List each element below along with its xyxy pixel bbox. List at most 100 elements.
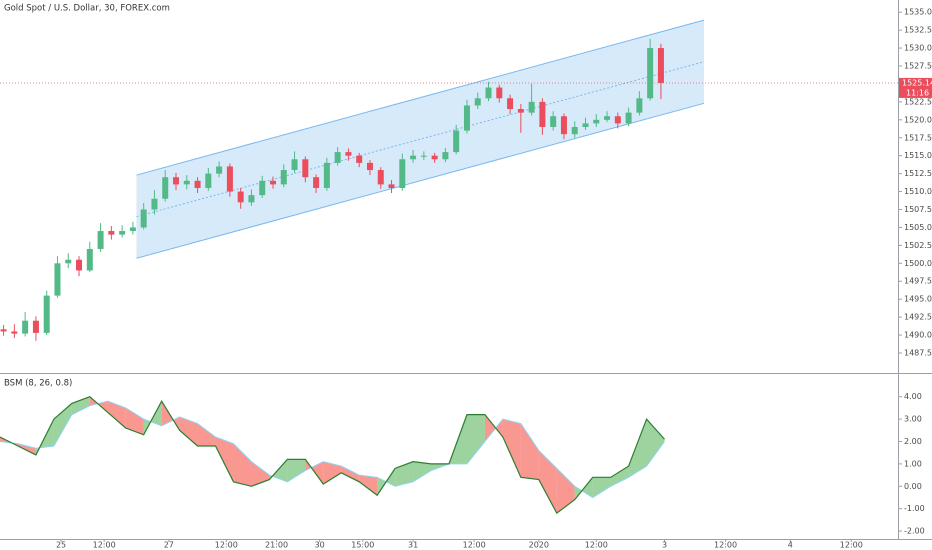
band-fill — [646, 419, 665, 467]
y-tick-label: 1515.00 — [904, 151, 932, 160]
candle-body — [22, 320, 29, 334]
candle-body — [453, 130, 460, 153]
candle-body — [11, 331, 18, 334]
candle-body — [97, 231, 104, 249]
y-tick-label: 1530.00 — [904, 44, 932, 53]
indicator-line — [0, 400, 665, 499]
band-fill — [520, 423, 539, 480]
x-tick-label: 2020 — [529, 541, 549, 550]
candle-body — [205, 173, 212, 188]
band-fill — [251, 461, 270, 487]
candle-body — [269, 180, 276, 185]
x-tick-label: 3 — [662, 541, 667, 550]
candle-body — [528, 101, 535, 113]
x-tick-label: 31 — [408, 541, 418, 550]
x-tick-label: 27 — [164, 541, 174, 550]
y-tick-label: 1502.50 — [904, 241, 932, 250]
candle-body — [356, 155, 363, 163]
band-fill — [341, 466, 360, 482]
candle-body — [431, 155, 438, 160]
candle-body — [334, 152, 341, 163]
candle-body — [517, 109, 524, 113]
candle-body — [582, 123, 589, 127]
x-tick-label: 4 — [788, 541, 793, 550]
x-tick-label: 15:00 — [351, 541, 374, 550]
band-fill — [610, 466, 629, 487]
candle-body — [625, 112, 632, 124]
candle-body — [593, 119, 600, 124]
channel-upper — [136, 19, 705, 176]
x-tick-label: 21:00 — [265, 541, 288, 550]
candle-body — [647, 48, 654, 99]
candle-body — [302, 159, 309, 178]
indicator-line — [0, 396, 665, 515]
y-tick-label: 0.00 — [904, 482, 922, 491]
candle-body — [291, 159, 298, 171]
x-tick-label: 12:00 — [93, 541, 116, 550]
band-fill — [125, 407, 144, 435]
band-fill — [197, 423, 216, 446]
candle-body — [140, 209, 147, 228]
candle-body — [0, 329, 7, 332]
y-tick-label: 1492.50 — [904, 313, 932, 322]
band-fill — [538, 450, 557, 514]
candle-body — [183, 180, 190, 185]
candle-body — [194, 180, 201, 188]
candle-body — [463, 105, 470, 131]
candle-body — [539, 101, 546, 127]
candle-body — [345, 152, 352, 156]
candle-body — [237, 191, 244, 203]
y-tick-label: 1522.50 — [904, 97, 932, 106]
y-tick-label: 1.00 — [904, 459, 922, 468]
y-tick-label: 1497.50 — [904, 277, 932, 286]
candle-body — [604, 116, 611, 120]
candle-body — [226, 166, 233, 192]
band-fill — [592, 477, 611, 498]
candle-body — [119, 231, 126, 235]
y-tick-label: 2.00 — [904, 437, 922, 446]
x-tick-label: 12:00 — [463, 541, 486, 550]
band-fill — [53, 403, 72, 446]
candle-body — [550, 116, 557, 127]
last-price-label: 1525.14 — [902, 78, 932, 87]
candle-body — [43, 295, 50, 333]
candle-body — [614, 116, 621, 124]
y-tick-label: 1500.00 — [904, 259, 932, 268]
y-tick-label: 1527.50 — [904, 62, 932, 71]
band-fill — [359, 475, 378, 496]
y-tick-label: 1517.50 — [904, 133, 932, 142]
band-fill — [323, 461, 342, 485]
x-tick-label: 12:00 — [215, 541, 238, 550]
candle-body — [173, 177, 180, 185]
band-fill — [502, 419, 521, 478]
y-tick-label: -1.00 — [904, 504, 925, 513]
candle-body — [496, 87, 503, 99]
candle-body — [474, 98, 481, 106]
candle-body — [280, 170, 287, 185]
candle-body — [388, 184, 395, 188]
x-tick-label: 12:00 — [585, 541, 608, 550]
candle-body — [323, 162, 330, 188]
y-tick-label: 4.00 — [904, 392, 922, 401]
y-tick-label: 1532.50 — [904, 26, 932, 35]
band-fill — [413, 461, 432, 482]
band-fill — [484, 414, 503, 442]
y-tick-label: 1510.00 — [904, 187, 932, 196]
y-tick-label: 1487.50 — [904, 348, 932, 357]
y-tick-label: -2.00 — [904, 527, 925, 536]
candle-body — [129, 227, 136, 232]
candle-body — [216, 166, 223, 174]
band-fill — [233, 443, 252, 487]
band-fill — [556, 468, 575, 514]
candle-body — [313, 177, 320, 188]
candle-body — [507, 98, 514, 110]
candle-body — [32, 320, 39, 333]
last-price-box — [899, 77, 932, 98]
candle-body — [151, 198, 158, 210]
candle-body — [366, 162, 373, 171]
candle-body — [410, 155, 417, 160]
y-tick-label: 1507.50 — [904, 205, 932, 214]
candle-body — [248, 195, 255, 203]
y-tick-label: 1490.00 — [904, 331, 932, 340]
